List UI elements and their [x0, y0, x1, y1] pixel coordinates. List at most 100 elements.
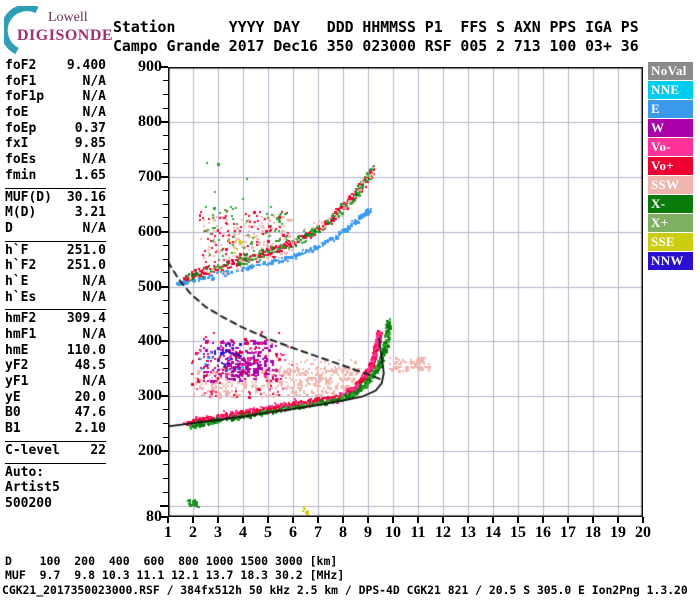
y-axis-label: 80 — [146, 508, 162, 525]
param-row-hmF1: hmF1 N/A — [5, 327, 106, 343]
param-row-500200: 500200 — [5, 496, 106, 512]
x-axis-tick — [342, 517, 344, 523]
legend-item-Vo: Vo- — [648, 138, 693, 156]
param-label: hmF2 — [5, 311, 37, 327]
param-row-foF1p: foF1p N/A — [5, 89, 106, 105]
param-value: 9.400 — [66, 58, 106, 73]
param-label: foF2 — [5, 58, 37, 73]
param-row-foF1: foF1 N/A — [5, 74, 106, 90]
y-axis-minor-tick — [163, 107, 168, 109]
y-axis-minor-tick — [163, 135, 168, 137]
param-value: 47.6 — [74, 405, 106, 421]
y-axis-tick — [160, 285, 168, 288]
x-axis-label: 10 — [385, 524, 401, 541]
param-label: fmin — [5, 167, 37, 183]
param-label: h`Es — [5, 289, 37, 305]
param-value: N/A — [82, 105, 106, 121]
param-group-4: C-level 22 — [5, 442, 106, 464]
x-axis-label: 15 — [510, 524, 526, 541]
x-axis-label: 19 — [610, 524, 626, 541]
param-label: MUF(D) — [5, 189, 52, 205]
y-axis-minor-tick — [163, 382, 168, 384]
y-axis-minor-tick — [163, 80, 168, 82]
x-axis-tick — [267, 517, 269, 523]
legend-item-X: X- — [648, 195, 693, 213]
x-axis-tick — [417, 517, 419, 523]
param-value: 1.65 — [74, 167, 106, 183]
logo-arc-icon — [4, 6, 39, 55]
y-axis-minor-tick — [163, 478, 168, 480]
x-axis-label: 2 — [189, 524, 197, 541]
logo-lowell-text: Lowell — [48, 10, 88, 25]
param-row-B0: B0 47.6 — [5, 405, 106, 421]
y-axis-tick — [160, 175, 168, 178]
legend-item-X: X+ — [648, 214, 693, 232]
param-row-Artist5: Artist5 — [5, 480, 106, 496]
param-value: N/A — [82, 374, 106, 390]
param-row-h-E: h`E N/A — [5, 274, 106, 290]
param-value: N/A — [82, 220, 106, 236]
param-row-h-Es: h`Es N/A — [5, 290, 106, 306]
param-value: N/A — [82, 89, 106, 105]
x-axis-label: 7 — [314, 524, 322, 541]
x-axis-label: 14 — [485, 524, 501, 541]
y-axis-tick — [160, 230, 168, 233]
x-axis-label: 12 — [435, 524, 451, 541]
y-axis-label: 600 — [138, 222, 162, 240]
y-axis-minor-tick — [163, 148, 168, 150]
y-axis-minor-tick — [163, 313, 168, 315]
y-axis-label: 300 — [138, 387, 162, 405]
y-axis-tick — [160, 340, 168, 343]
param-value: 2.10 — [74, 421, 106, 437]
x-axis-label: 9 — [364, 524, 372, 541]
y-axis-minor-tick — [163, 368, 168, 370]
legend-item-SSW: SSW — [648, 176, 693, 194]
x-axis-label: 3 — [214, 524, 222, 541]
x-axis-tick — [542, 517, 544, 523]
param-label: hmE — [5, 342, 29, 358]
param-value: 20.0 — [74, 389, 106, 405]
param-row-h-F2: h`F2 251.0 — [5, 258, 106, 274]
y-axis-tick — [160, 450, 168, 453]
param-label: C-level — [5, 442, 60, 458]
param-label: foF1p — [5, 89, 45, 105]
param-value: 251.0 — [66, 242, 106, 258]
logo-digisonde-text: DIGISONDE — [17, 27, 114, 44]
params-panel: foF2 9.400 foF1 N/A foF1p N/A foE N/A foEp 0.37 fx… — [5, 57, 106, 516]
x-axis-label: 17 — [560, 524, 576, 541]
param-row-Auto-: Auto: — [5, 465, 106, 481]
param-row-hmF2: hmF2 309.4 — [5, 311, 106, 327]
y-axis-label: 900 — [138, 58, 162, 75]
param-group-2: h`F 251.0 h`F2 251.0 h`E N/A h`Es N/A — [5, 242, 106, 311]
param-row-fmin: fmin 1.65 — [5, 168, 106, 184]
x-axis-tick — [217, 517, 219, 523]
param-value: N/A — [82, 273, 106, 289]
header-line-1: Station YYYY DAY DDD HHMMSS P1 FFS S AXN… — [113, 19, 639, 36]
x-axis-tick — [292, 517, 294, 523]
param-row-yE: yE 20.0 — [5, 390, 106, 406]
x-axis-tick — [592, 517, 594, 523]
y-axis-minor-tick — [163, 258, 168, 260]
x-axis-tick — [367, 517, 369, 523]
legend-item-NNW: NNW — [648, 252, 693, 270]
status-line: CGK21_2017350023000.RSF / 384fx512h 50 k… — [2, 583, 688, 597]
param-row-yF2: yF2 48.5 — [5, 358, 106, 374]
y-axis-label: 500 — [138, 277, 162, 295]
param-label: fxI — [5, 136, 29, 152]
x-axis-label: 11 — [410, 524, 426, 541]
direction-legend: NoVal NNE E W Vo- Vo+ SSW X- X+ SSE NNW — [648, 62, 693, 271]
param-row-hmE: hmE 110.0 — [5, 343, 106, 359]
y-axis-minor-tick — [163, 189, 168, 191]
param-row-D: D N/A — [5, 221, 106, 237]
y-axis-tick — [160, 395, 168, 398]
param-label: Artist5 — [5, 480, 60, 496]
param-group-3: hmF2 309.4 hmF1 N/A hmE 110.0 yF2 48.5 yF1 N/A yE 2… — [5, 310, 106, 442]
param-value: 22 — [90, 442, 106, 458]
param-value: 110.0 — [66, 342, 106, 358]
y-axis-label: 200 — [138, 442, 162, 460]
x-axis-label: 1 — [164, 524, 172, 541]
y-axis-minor-tick — [163, 409, 168, 411]
param-value: 251.0 — [66, 258, 106, 274]
x-axis-tick — [642, 517, 644, 523]
